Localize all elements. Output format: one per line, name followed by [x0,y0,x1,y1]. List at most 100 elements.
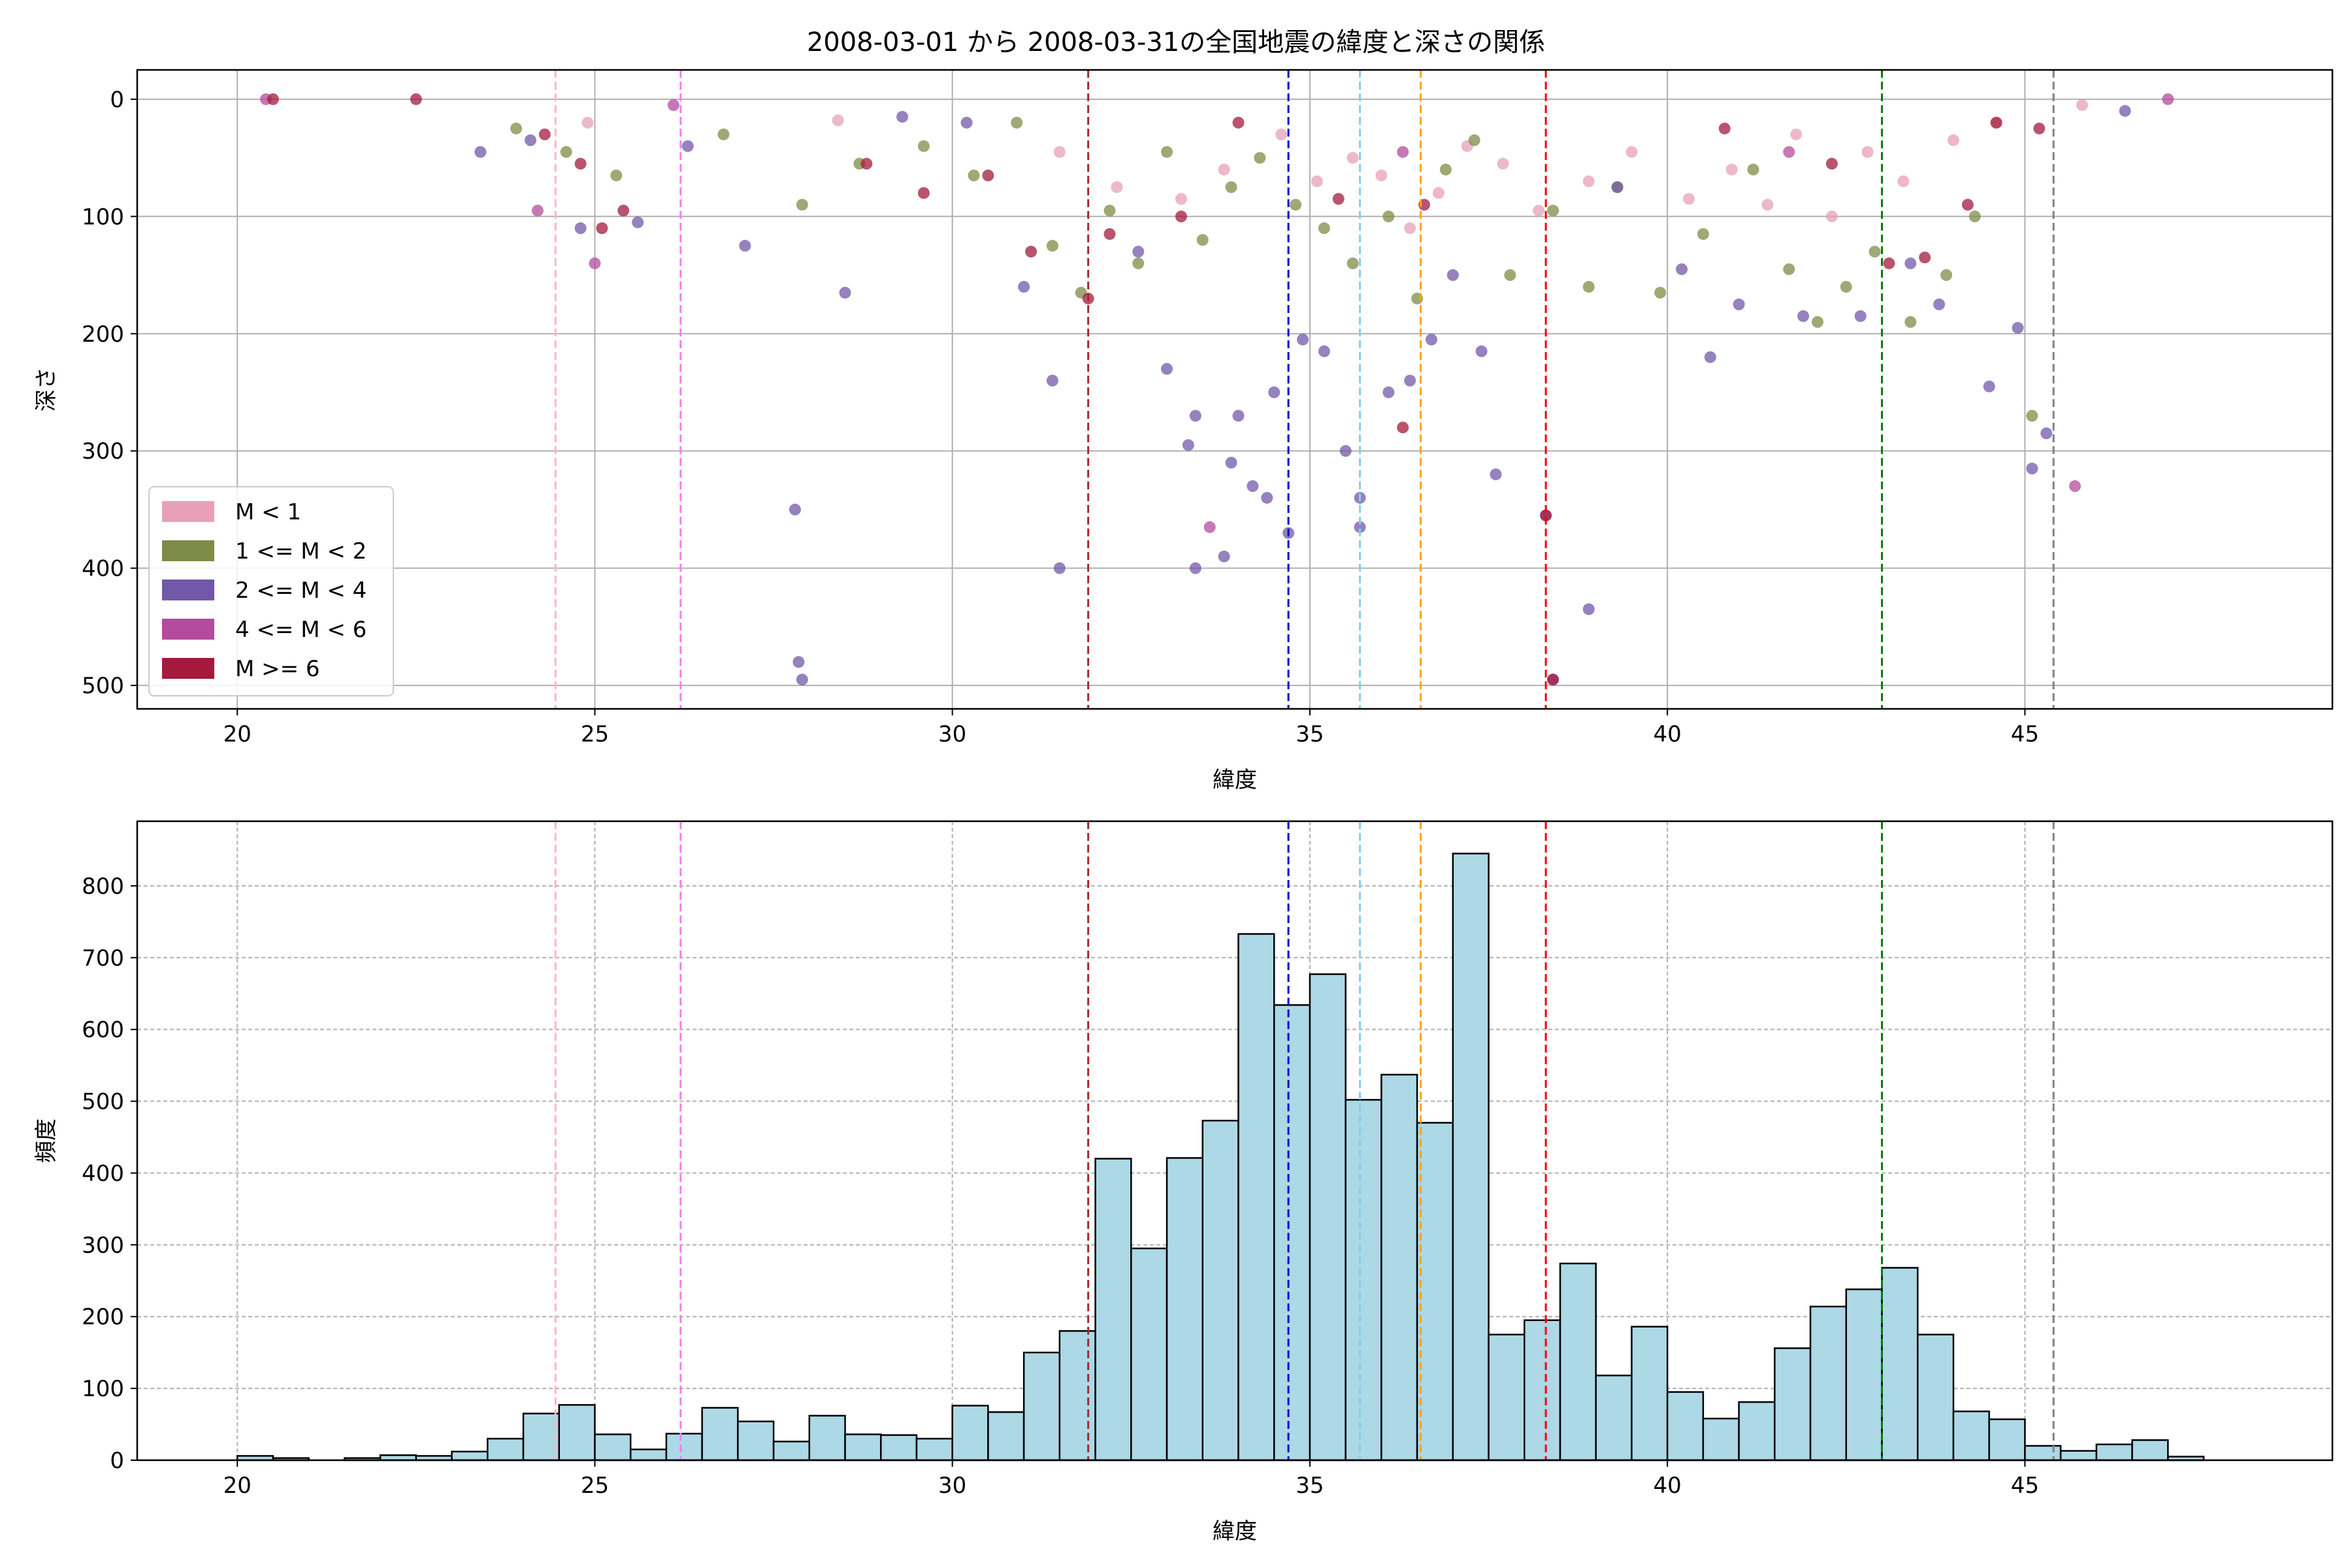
scatter-point [1718,122,1731,135]
scatter-point [917,140,930,152]
scatter-point [1676,263,1688,276]
scatter-point [717,128,730,140]
scatter-point [1425,333,1437,346]
scatter-point [1318,345,1330,357]
scatter-point [1203,521,1216,533]
histogram-bar [1845,1288,1883,1462]
scatter-point [510,122,523,135]
scatter-point [1940,269,1952,282]
scatter-x-ticks: 20 25 30 35 40 45 [223,709,2039,747]
scatter-point [1811,316,1823,328]
histogram-bar [1058,1330,1096,1462]
histogram-bar [1273,1004,1311,1462]
scatter-point [596,222,608,235]
scatter-point [589,257,601,270]
scatter-point [1275,128,1288,140]
histogram-bar [1309,973,1347,1462]
scatter-point [1582,175,1595,188]
legend-swatch [162,540,214,561]
histogram-bar [487,1437,525,1462]
scatter-point [2119,105,2131,117]
scatter-point [632,216,644,229]
scatter-point [1854,310,1867,322]
scatter-x-tick-label: 40 [1654,721,1682,747]
scatter-point [610,169,623,182]
histogram-bar [1237,933,1275,1462]
scatter-point [1933,298,1946,310]
histogram-x-tick-label: 45 [2011,1473,2039,1499]
histogram-y-ticks: 0 100 200 300 400 500 600 700 800 [82,874,137,1474]
histogram-bar [522,1413,560,1462]
scatter-point [1318,222,1330,235]
scatter-point [1218,550,1230,563]
scatter-point [1311,175,1323,188]
scatter-point [1904,257,1917,270]
scatter-point [1540,509,1552,521]
scatter-point [982,169,994,182]
scatter-x-tick-label: 20 [223,721,252,747]
scatter-point [1053,146,1066,158]
scatter-point [1189,410,1201,422]
legend-label: M < 1 [235,499,301,525]
scatter-point [1261,491,1273,504]
scatter-panel: 20 25 30 35 40 45 0 100 200 300 400 500 緯度 深さ M < … [33,69,2334,793]
scatter-point [1825,157,1838,170]
scatter-points [260,93,2174,686]
histogram-bar [1702,1418,1740,1462]
scatter-point [1354,521,1366,533]
scatter-point [1968,210,1981,223]
scatter-point [524,134,536,146]
scatter-point [1332,193,1345,205]
scatter-vlines [554,70,2055,709]
scatter-point [1268,386,1281,399]
histogram-bar [844,1433,882,1462]
histogram-bar [1452,853,1490,1462]
scatter-point [1161,363,1173,375]
scatter-point [1182,439,1194,451]
scatter-point [681,140,694,152]
scatter-point [2076,99,2088,111]
histogram-y-tick-label: 0 [110,1448,124,1474]
scatter-point [1625,146,1638,158]
scatter-point [474,146,487,158]
scatter-point [1397,421,1409,434]
histogram-x-label: 緯度 [1213,1518,1257,1544]
scatter-point [1382,386,1395,399]
figure-title: 2008-03-01 から 2008-03-31の全国地震の緯度と深さの関係 [807,27,1545,57]
histogram-y-tick-label: 200 [82,1304,124,1330]
scatter-point [2026,463,2038,475]
histogram-bar [701,1407,739,1462]
histogram-x-tick-label: 20 [223,1473,252,1499]
scatter-y-tick-label: 200 [82,321,124,348]
scatter-point [1582,603,1595,615]
scatter-point [1254,152,1266,164]
scatter-point [968,169,980,182]
histogram-y-tick-label: 700 [82,945,124,972]
scatter-point [1132,246,1145,258]
scatter-point [2040,427,2053,440]
scatter-point [860,157,873,170]
histogram-x-tick-label: 25 [581,1473,609,1499]
histogram-x-tick-label: 40 [1654,1473,1682,1499]
scatter-point [1797,310,1810,322]
histogram-x-tick-label: 30 [938,1473,966,1499]
histogram-bar [1166,1157,1203,1462]
histogram-bar [1988,1418,2026,1462]
scatter-x-tick-label: 25 [581,721,609,747]
histogram-y-tick-label: 500 [82,1089,124,1115]
scatter-x-tick-label: 30 [938,721,966,747]
histogram-panel: 20 25 30 35 40 45 0 100 200 300 400 500 600 700 800 緯… [33,820,2334,1544]
scatter-point [1382,210,1395,223]
histogram-bar [1809,1305,1848,1462]
histogram-bar [1595,1375,1633,1462]
legend-label: 2 <= M < 4 [235,578,367,604]
legend-swatch [162,501,214,522]
scatter-y-tick-label: 0 [110,87,124,113]
histogram-x-tick-label: 35 [1296,1473,1324,1499]
scatter-point [267,93,279,105]
scatter-point [531,204,544,217]
histogram-frame [136,820,2334,1462]
histogram-bar [879,1434,918,1462]
scatter-point [1232,410,1245,422]
scatter-point [1103,204,1116,217]
